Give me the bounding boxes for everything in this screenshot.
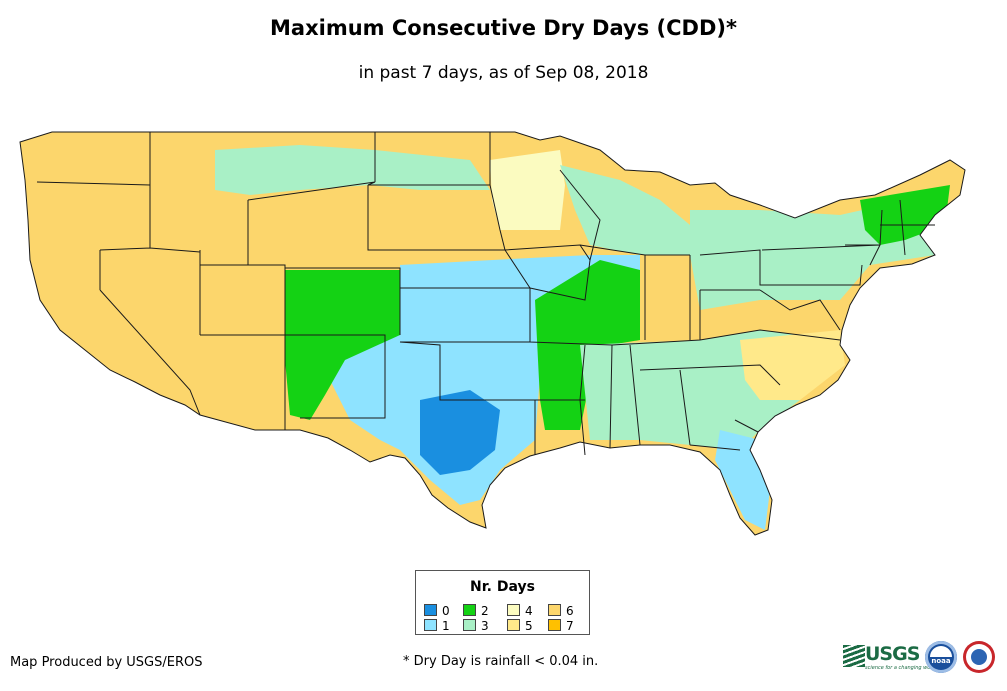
legend-item-3: 3 [463,619,489,632]
credit-text: Map Produced by USGS/EROS [10,655,203,670]
legend-label: 7 [566,619,574,633]
legend-swatch [463,619,476,631]
legend-item-1: 1 [424,619,450,632]
legend-swatch [507,619,520,631]
legend-item-7: 7 [548,619,574,632]
legend-label: 6 [566,604,574,618]
legend-swatch [507,604,520,616]
legend-title: Nr. Days [470,579,535,595]
usgs-logo-text: USGS [865,643,920,665]
usgs-mark-icon [843,645,865,667]
region-michigan [560,165,700,255]
region-carolinas-virginia [740,330,845,400]
state-borders [36,132,935,456]
legend-swatch [548,604,561,616]
region-minnesota [490,150,565,230]
nws-logo [963,641,995,673]
legend-label: 1 [442,619,450,633]
legend-swatch [424,619,437,631]
legend-swatch [463,604,476,616]
noaa-logo-text: noaa [931,657,951,665]
footnote-text: * Dry Day is rainfall < 0.04 in. [403,654,599,669]
usgs-tagline: science for a changing world [865,665,937,671]
region-east-texas [420,390,500,475]
legend-label: 3 [481,619,489,633]
legend-swatch [548,619,561,631]
noaa-logo: noaa [925,641,957,673]
legend-label: 4 [525,604,533,618]
legend-swatch [424,604,437,616]
map-subtitle: in past 7 days, as of Sep 08, 2018 [358,63,649,83]
usgs-logo: USGS science for a changing world [843,643,937,671]
legend-label: 0 [442,604,450,618]
map-title: Maximum Consecutive Dry Days (CDD)* [270,16,737,40]
legend-label: 5 [525,619,533,633]
region-northern-plains-green [215,145,490,195]
region-new-england [860,185,950,245]
legend-item-2: 2 [463,604,489,617]
legend-item-4: 4 [507,604,533,617]
legend-label: 2 [481,604,489,618]
region-florida [715,430,770,530]
region-southwest-monsoon [285,270,400,420]
legend-item-6: 6 [548,604,574,617]
legend-item-0: 0 [424,604,450,617]
legend-item-5: 5 [507,619,533,632]
